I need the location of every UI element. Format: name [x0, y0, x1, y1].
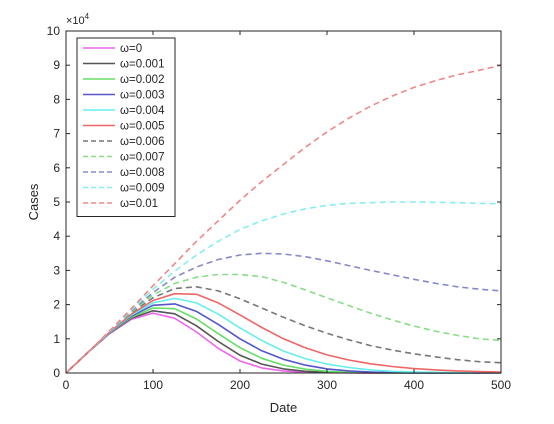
x-tick-label: 100	[143, 378, 163, 392]
legend-label-4: ω=0.004	[120, 105, 165, 117]
y-tick-label: 4	[53, 229, 60, 243]
x-tick-label: 200	[230, 378, 250, 392]
y-exponent-power: 4	[85, 12, 90, 21]
series-line-8	[65, 252, 502, 374]
y-tick-label: 2	[53, 298, 60, 312]
y-exponent-label: ×104	[66, 12, 90, 27]
legend-label-0: ω=0	[120, 43, 142, 55]
legend-label-6: ω=0.006	[120, 136, 164, 148]
legend-label-2: ω=0.002	[120, 74, 164, 86]
series-line-10	[65, 64, 502, 374]
y-tick-label: 5	[53, 195, 60, 209]
y-tick-label: 6	[53, 161, 60, 175]
series-line-5	[65, 292, 502, 374]
legend-label-9: ω=0.009	[120, 183, 164, 195]
y-tick-label: 10	[47, 24, 61, 38]
series-line-4	[65, 297, 502, 374]
series-line-7	[65, 273, 502, 374]
series-line-6	[65, 285, 502, 374]
series-line-9	[65, 201, 502, 374]
series-layer	[65, 64, 502, 374]
y-tick-label: 1	[53, 332, 60, 346]
legend-label-1: ω=0.001	[120, 59, 164, 71]
x-tick-label: 500	[491, 378, 511, 392]
y-tick-label: 3	[53, 263, 60, 277]
x-tick-label: 400	[404, 378, 424, 392]
legend-label-10: ω=0.01	[120, 198, 158, 210]
x-tick-label: 300	[317, 378, 337, 392]
y-axis: 0 1 2 3 4 5 6 7 8 9 10	[47, 24, 501, 380]
legend-label-3: ω=0.003	[120, 90, 164, 102]
x-axis-label: Date	[270, 400, 297, 415]
y-tick-label: 8	[53, 92, 60, 106]
y-tick-label: 9	[53, 58, 60, 72]
y-tick-label: 0	[53, 366, 60, 380]
legend-label-8: ω=0.008	[120, 167, 164, 179]
legend-label-7: ω=0.007	[120, 152, 164, 164]
x-tick-label: 0	[63, 378, 70, 392]
y-axis-label: Cases	[26, 183, 41, 220]
legend: ω=0 ω=0.001 ω=0.002 ω=0.003 ω=0.004 ω=0.005 ω=…	[76, 37, 176, 217]
y-tick-label: 7	[53, 127, 60, 141]
x-axis: 0 100 200 300 400 500	[63, 31, 511, 392]
legend-label-5: ω=0.005	[120, 121, 164, 133]
